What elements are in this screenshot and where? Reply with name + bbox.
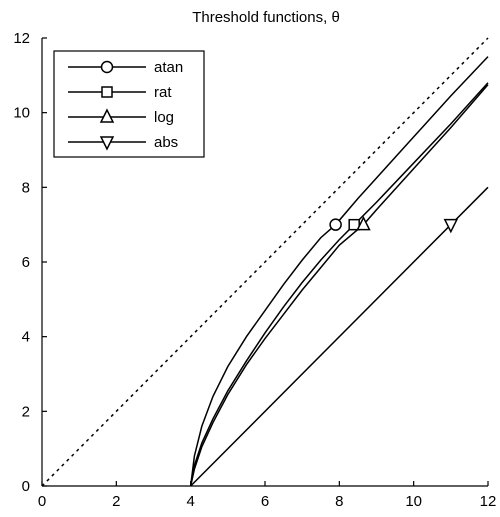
series-line-log xyxy=(189,84,489,487)
identity-reference-line xyxy=(41,37,489,487)
legend-item-rat: rat xyxy=(68,84,172,101)
reference-line-group xyxy=(41,37,489,487)
legend-marker-abs xyxy=(99,136,115,151)
series-abs xyxy=(190,186,489,487)
x-tick-label: 10 xyxy=(405,493,422,510)
x-tick-label: 8 xyxy=(335,493,343,510)
series-marker-abs xyxy=(443,218,459,234)
series-line-abs xyxy=(190,186,489,487)
legend-label-atan: atan xyxy=(154,59,183,76)
legend-marker-atan xyxy=(100,60,114,74)
legend-box xyxy=(53,50,205,158)
y-tick-label: 10 xyxy=(13,105,30,122)
y-tick-label: 2 xyxy=(22,403,30,420)
legend-label-log: log xyxy=(154,109,174,126)
y-tick-label: 4 xyxy=(22,329,30,346)
x-tick-label: 6 xyxy=(261,493,269,510)
series-atan xyxy=(189,56,489,487)
y-tick-label: 6 xyxy=(22,254,30,271)
legend-label-abs: abs xyxy=(154,134,178,151)
series-group xyxy=(189,56,489,487)
series-line-atan xyxy=(189,56,489,487)
y-tick-label: 8 xyxy=(22,179,30,196)
x-tick-label: 0 xyxy=(38,493,46,510)
x-tick-label: 4 xyxy=(186,493,194,510)
legend: atan rat log abs xyxy=(53,50,205,158)
y-tick-label: 12 xyxy=(13,30,30,47)
axes: 0 2 4 6 8 10 12 0 2 4 6 8 10 12 xyxy=(13,30,496,510)
legend-label-rat: rat xyxy=(154,84,172,101)
series-rat xyxy=(189,82,489,487)
series-marker-atan xyxy=(329,218,342,231)
series-log xyxy=(189,84,489,487)
series-line-rat xyxy=(189,82,489,487)
y-tick-label: 0 xyxy=(22,478,30,495)
legend-marker-rat xyxy=(101,86,113,98)
legend-item-log: log xyxy=(68,108,174,126)
chart-title: Threshold functions, θ xyxy=(192,9,340,26)
legend-marker-log xyxy=(99,108,115,123)
x-tick-label: 12 xyxy=(480,493,497,510)
x-tick-label: 2 xyxy=(112,493,120,510)
legend-item-atan: atan xyxy=(68,59,183,76)
series-marker-log xyxy=(356,215,371,231)
legend-item-abs: abs xyxy=(68,134,178,151)
